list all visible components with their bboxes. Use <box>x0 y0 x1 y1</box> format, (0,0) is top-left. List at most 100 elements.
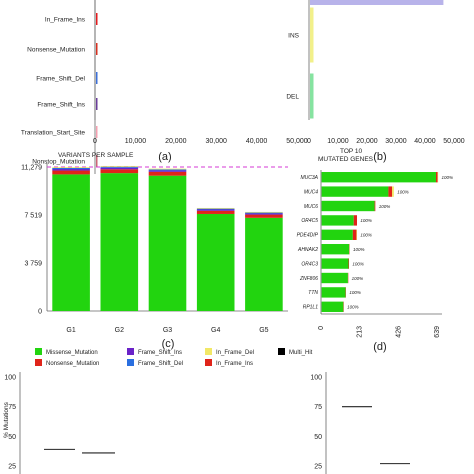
legend-label: Nonsense_Mutation <box>46 361 99 367</box>
f-y-tick: 100 <box>310 375 322 382</box>
d-percent-label: 100% <box>352 261 364 266</box>
d-x-tick: 213 <box>357 326 364 338</box>
a-x-tick: 40,000 <box>246 138 268 145</box>
legend-label: In_Frame_Ins <box>216 361 253 367</box>
d-percent-label: 100% <box>360 233 372 238</box>
d-gene-label: RP1L1 <box>303 305 319 311</box>
c-bar-segment <box>100 173 139 311</box>
b-category-label: DEL <box>286 94 299 101</box>
panel-c-chart: VARIANTS PER SAMPLE 0 3 759 7 519 11,279 G1 G2… <box>21 152 288 350</box>
d-gene-label: MUC6 <box>304 204 318 210</box>
panel-label-b: (b) <box>373 151 386 163</box>
d-bar-segment <box>321 215 354 226</box>
a-bar <box>96 126 98 138</box>
d-percent-label: 100% <box>352 276 364 281</box>
c-bar-segment <box>148 168 187 170</box>
d-percent-label: 100% <box>349 290 361 295</box>
d-gene-label: MUC3A <box>300 175 318 181</box>
d-bar-segment <box>353 215 357 226</box>
f-y-tick: 25 <box>314 464 322 471</box>
c-bar-segment <box>100 169 139 174</box>
c-y-tick: 11,279 <box>21 165 42 172</box>
d-bar-segment <box>435 172 438 183</box>
b-x-tick: 30,000 <box>385 138 407 145</box>
c-bar-segment <box>52 170 90 175</box>
legend-swatch <box>205 359 212 366</box>
c-y-tick: 0 <box>38 309 42 316</box>
a-bar <box>96 13 98 25</box>
c-bar-segment <box>196 207 235 209</box>
d-bar-segment <box>321 301 344 312</box>
legend-swatch <box>127 359 134 366</box>
legend: Missense_Mutation Frame_Shift_Ins In_Frame… <box>35 348 313 367</box>
b-x-tick: 20,000 <box>356 138 378 145</box>
c-bar-segment <box>52 169 90 171</box>
f-y-tick: 75 <box>314 404 322 411</box>
d-x-tick: 639 <box>434 326 441 338</box>
d-percent-label: 100% <box>397 189 409 194</box>
c-bar-segment <box>100 166 139 168</box>
b-x-tick: 40,000 <box>414 138 436 145</box>
c-bar-segment <box>100 165 139 167</box>
legend-label: Multi_Hit <box>289 350 313 356</box>
c-x-tick: G5 <box>259 327 268 334</box>
d-bar-segment <box>321 258 349 269</box>
b-x-tick: 50,000 <box>443 138 465 145</box>
a-category-label: Nonstop_Mutation <box>32 159 85 166</box>
c-bar-segment <box>148 175 187 311</box>
c-bar-segment <box>52 167 90 169</box>
c-x-tick: G2 <box>115 327 124 334</box>
c-bar-segment <box>196 213 235 311</box>
c-bar-segment <box>245 212 283 214</box>
a-x-tick: 10,000 <box>125 138 147 145</box>
d-gene-label: TTN <box>308 290 318 296</box>
legend-swatch <box>205 348 212 355</box>
a-bar <box>96 98 98 110</box>
e-y-tick: 25 <box>8 464 16 471</box>
d-title-1: TOP 10 <box>340 148 363 155</box>
c-title: VARIANTS PER SAMPLE <box>58 152 134 159</box>
legend-swatch <box>35 359 42 366</box>
d-bar-segment <box>321 244 350 255</box>
a-bar <box>96 155 98 167</box>
e-y-tick: 50 <box>8 434 16 441</box>
d-percent-label: 100% <box>442 175 454 180</box>
legend-label: In_Frame_Del <box>216 350 254 356</box>
d-gene-label: OR4C5 <box>301 218 318 224</box>
d-bar-segment <box>356 229 357 240</box>
d-bar-segment <box>388 186 393 197</box>
a-category-label: Nonsense_Mutation <box>27 47 85 54</box>
legend-swatch <box>127 348 134 355</box>
legend-swatch <box>278 348 285 355</box>
b-bar <box>310 73 314 119</box>
d-bar-segment <box>392 186 394 197</box>
d-bar-segment <box>348 258 350 269</box>
d-bar-segment <box>321 229 353 240</box>
a-bar <box>96 43 98 55</box>
c-y-tick: 3 759 <box>24 261 42 268</box>
a-category-label: In_Frame_Ins <box>45 17 86 24</box>
legend-swatch <box>35 348 42 355</box>
a-x-tick: 20,000 <box>165 138 187 145</box>
legend-label: Frame_Shift_Ins <box>138 350 182 356</box>
d-gene-label: MUC4 <box>304 189 318 195</box>
c-bar-segment <box>196 208 235 210</box>
d-bar-segment <box>437 172 439 183</box>
a-x-tick: 0 <box>93 138 97 145</box>
c-bar-segment <box>196 210 235 214</box>
d-bar-segment <box>352 229 357 240</box>
panel-b-chart: INS DEL 0 10,000 20,000 30,000 40,000 50,000 (b) <box>286 0 465 163</box>
d-bar-segment <box>321 287 346 298</box>
b-top-bar <box>310 0 444 5</box>
panel-label-c: (c) <box>162 338 175 350</box>
f-y-tick: 50 <box>314 434 322 441</box>
d-bar-segment <box>321 200 375 212</box>
a-category-label: Frame_Shift_Ins <box>37 102 85 109</box>
c-x-tick: G3 <box>163 327 172 334</box>
e-y-tick: 75 <box>8 404 16 411</box>
c-x-tick: G1 <box>66 327 75 334</box>
c-bar-segment <box>52 168 90 170</box>
panel-a-chart: In_Frame_Ins Nonsense_Mutation Frame_Shift… <box>21 0 308 174</box>
